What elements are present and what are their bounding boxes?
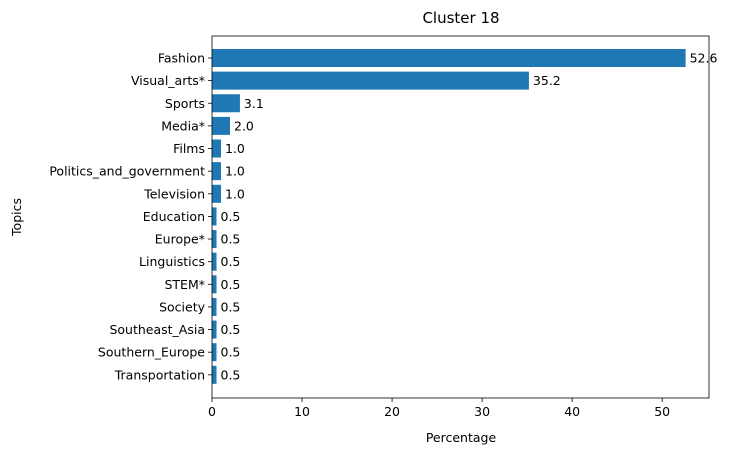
y-tick-label-films: Films	[173, 141, 205, 156]
value-label-fashion: 52.6	[690, 51, 718, 66]
value-labels: 52.6 35.2 3.1 2.0 1.0 1.0 1.0 0.5 0.5 0.5 0.5 0.5 0.…	[221, 51, 718, 383]
chart-title: Cluster 18	[422, 9, 499, 27]
bar-politics-and-government	[212, 162, 222, 181]
value-label-southeast-asia: 0.5	[221, 322, 241, 337]
bar-visual-arts	[212, 71, 529, 90]
bar-linguistics	[212, 252, 217, 271]
x-ticks: 0 10 20 30 40 50	[208, 398, 670, 419]
x-axis-title: Percentage	[426, 430, 497, 445]
y-tick-label-society: Society	[159, 299, 206, 314]
value-label-linguistics: 0.5	[221, 254, 241, 269]
value-label-television: 1.0	[225, 186, 245, 201]
bar-transportation	[212, 365, 217, 384]
value-label-society: 0.5	[221, 299, 241, 314]
x-tick-label-30: 30	[474, 404, 490, 419]
value-label-transportation: 0.5	[221, 367, 241, 382]
y-tick-label-europe: Europe*	[155, 232, 205, 247]
value-label-europe: 0.5	[221, 232, 241, 247]
bar-stem	[212, 275, 217, 294]
y-tick-label-visual-arts: Visual_arts*	[131, 73, 205, 88]
x-tick-label-10: 10	[294, 404, 310, 419]
y-tick-label-media: Media*	[161, 118, 205, 133]
x-tick-label-20: 20	[384, 404, 400, 419]
y-tick-label-southeast-asia: Southeast_Asia	[109, 322, 205, 337]
y-tick-label-southern-europe: Southern_Europe	[98, 345, 205, 360]
y-axis-title: Topics	[9, 198, 24, 237]
bar-europe	[212, 230, 217, 249]
bars-group	[212, 49, 686, 384]
value-label-sports: 3.1	[244, 96, 264, 111]
y-tick-label-sports: Sports	[165, 96, 205, 111]
y-tick-label-transportation: Transportation	[114, 367, 205, 382]
bar-fashion	[212, 49, 686, 67]
value-label-visual-arts: 35.2	[533, 73, 561, 88]
y-tick-label-linguistics: Linguistics	[139, 254, 205, 269]
value-label-education: 0.5	[221, 209, 241, 224]
bar-society	[212, 297, 217, 316]
y-tick-label-television: Television	[143, 186, 205, 201]
bar-sports	[212, 94, 240, 113]
y-tick-label-education: Education	[143, 209, 205, 224]
value-label-politics-and-government: 1.0	[225, 164, 245, 179]
y-tick-label-fashion: Fashion	[158, 51, 205, 66]
y-tick-label-stem: STEM*	[164, 277, 205, 292]
y-tick-labels: Fashion Visual_arts* Sports Media* Films Poli…	[49, 51, 212, 382]
bar-southern-europe	[212, 343, 217, 362]
bar-television	[212, 184, 222, 203]
x-tick-label-0: 0	[208, 404, 216, 419]
x-tick-label-40: 40	[564, 404, 580, 419]
value-label-films: 1.0	[225, 141, 245, 156]
bar-education	[212, 207, 217, 226]
x-tick-label-50: 50	[654, 404, 670, 419]
y-tick-label-politics-and-government: Politics_and_government	[49, 164, 205, 179]
value-label-media: 2.0	[234, 118, 254, 133]
bar-southeast-asia	[212, 320, 217, 339]
bar-media	[212, 116, 231, 135]
plot-frame	[211, 35, 710, 399]
bar-films	[212, 139, 222, 158]
value-label-stem: 0.5	[221, 277, 241, 292]
value-label-southern-europe: 0.5	[221, 345, 241, 360]
